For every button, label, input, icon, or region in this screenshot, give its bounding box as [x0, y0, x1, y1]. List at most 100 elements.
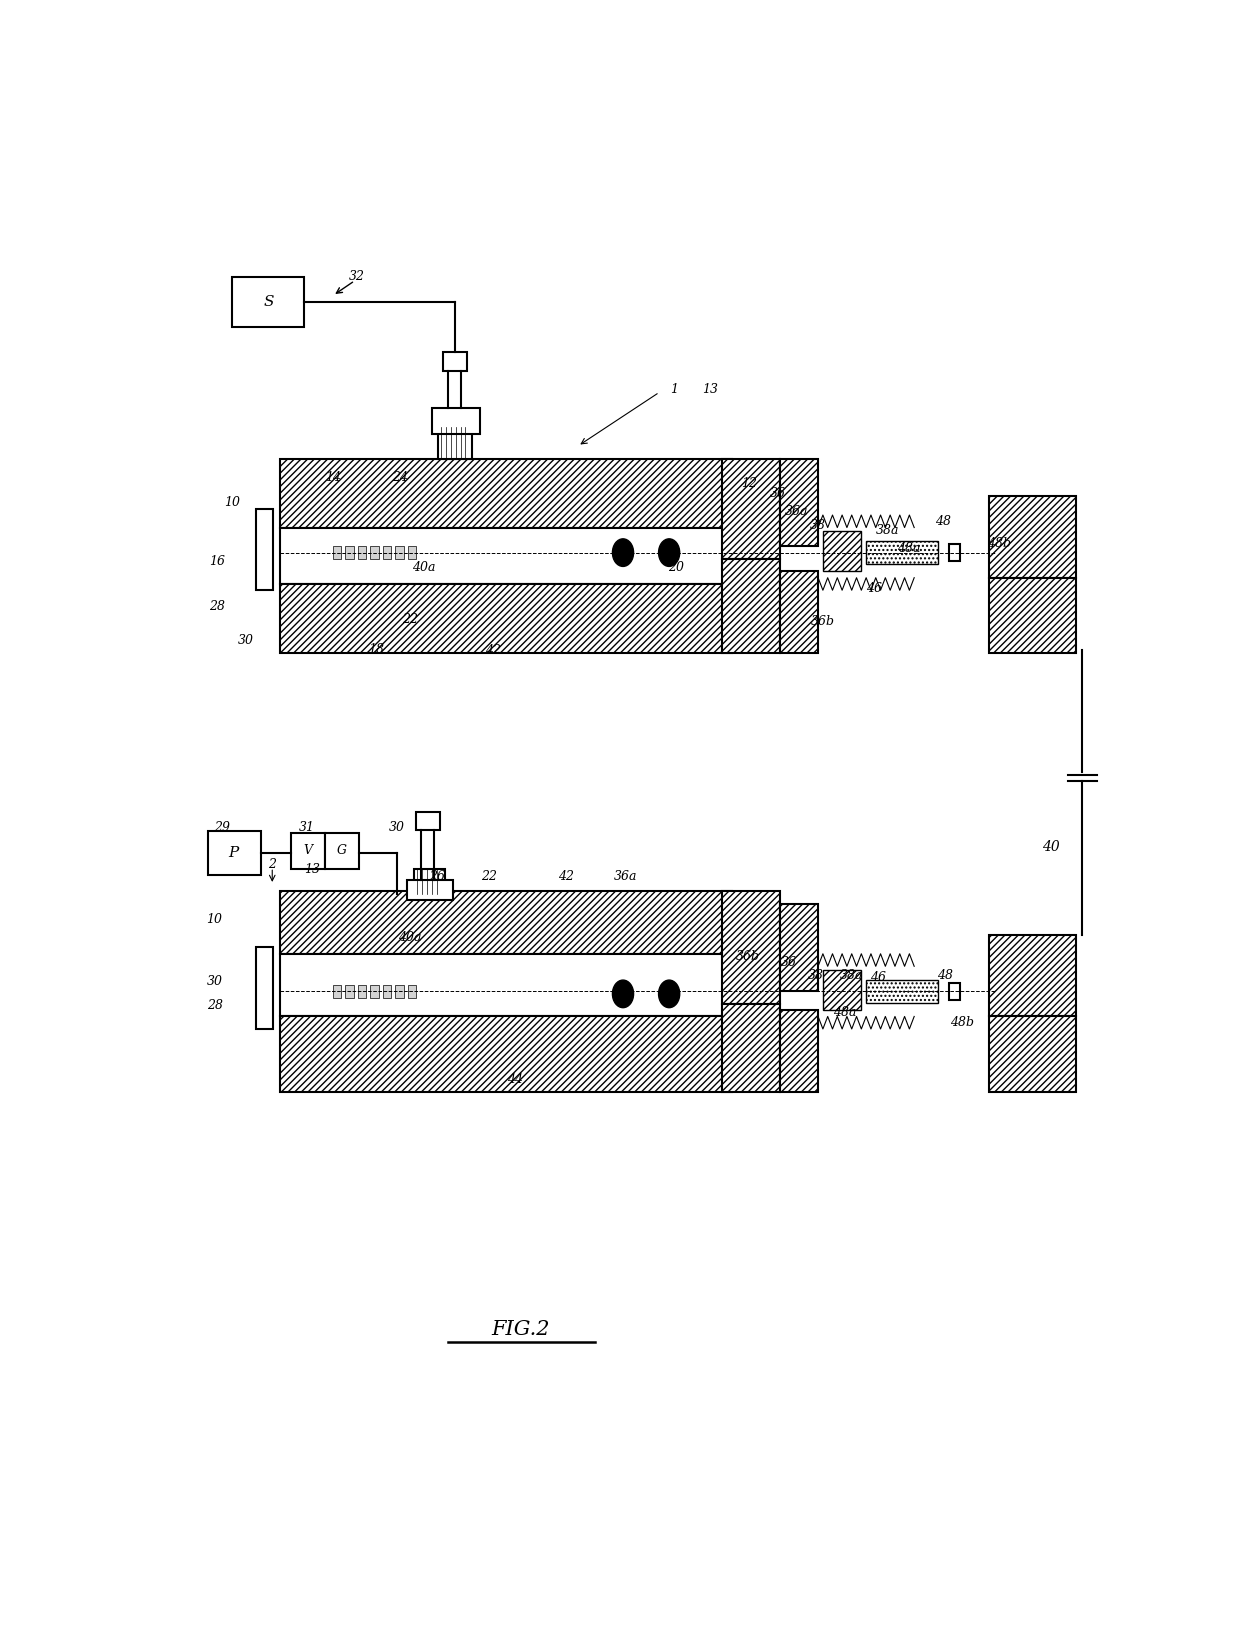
Bar	[371, 985, 379, 998]
Text: 10: 10	[207, 913, 223, 926]
Bar	[383, 985, 392, 998]
Bar	[990, 497, 1075, 578]
Text: 48b: 48b	[987, 537, 1011, 550]
Text: 38a: 38a	[839, 969, 863, 982]
Text: 38: 38	[810, 519, 826, 532]
Text: S: S	[263, 295, 274, 309]
Text: 46: 46	[866, 583, 882, 596]
Text: 40a: 40a	[413, 562, 435, 575]
Circle shape	[658, 980, 680, 1008]
Text: 36: 36	[770, 487, 786, 500]
Bar	[208, 830, 260, 874]
Text: 13: 13	[702, 383, 718, 396]
Text: 44: 44	[507, 1073, 523, 1086]
Text: 38: 38	[808, 969, 825, 982]
Bar	[722, 558, 780, 653]
Text: 30: 30	[207, 975, 223, 988]
Bar	[358, 985, 367, 998]
Bar	[332, 547, 341, 558]
Text: 30: 30	[238, 633, 254, 646]
Bar	[396, 985, 404, 998]
Text: 42: 42	[558, 869, 574, 882]
Text: 26: 26	[429, 869, 445, 882]
Bar	[280, 527, 732, 584]
Text: 20: 20	[668, 562, 684, 575]
Text: 46: 46	[869, 970, 885, 983]
Bar	[345, 547, 353, 558]
Bar	[332, 985, 341, 998]
Circle shape	[613, 980, 634, 1008]
Bar	[280, 584, 732, 653]
Bar	[371, 547, 379, 558]
Text: 42: 42	[485, 645, 501, 658]
Bar	[432, 409, 480, 433]
Text: 48a: 48a	[833, 1006, 857, 1019]
Text: 28: 28	[210, 601, 226, 614]
Text: 12: 12	[740, 477, 756, 490]
Circle shape	[613, 539, 634, 567]
Text: V: V	[304, 845, 312, 858]
Bar	[383, 547, 392, 558]
Text: 32: 32	[348, 270, 365, 283]
Circle shape	[658, 539, 680, 567]
Bar	[780, 904, 818, 991]
Bar	[255, 508, 273, 591]
Bar	[408, 547, 417, 558]
Text: 18: 18	[368, 643, 384, 656]
Bar	[280, 459, 732, 527]
Bar	[866, 980, 939, 1003]
Text: 1: 1	[670, 383, 678, 396]
Text: 38a: 38a	[875, 524, 899, 537]
Bar	[408, 985, 417, 998]
Bar	[325, 834, 358, 868]
Bar	[949, 983, 960, 1000]
Text: 36b: 36b	[735, 949, 760, 962]
Text: 10: 10	[224, 497, 239, 510]
Bar	[722, 891, 780, 1004]
Bar	[414, 868, 445, 894]
Text: 36: 36	[781, 956, 797, 969]
Bar	[990, 578, 1075, 653]
Bar	[823, 970, 862, 1009]
Text: FIG.2: FIG.2	[491, 1320, 549, 1340]
Bar	[780, 459, 818, 547]
Bar	[280, 891, 732, 954]
Text: P: P	[228, 847, 239, 861]
Text: G: G	[336, 845, 346, 858]
Text: 40: 40	[1042, 840, 1059, 855]
Bar	[358, 547, 367, 558]
Bar	[949, 544, 960, 562]
Text: 36b: 36b	[811, 615, 835, 628]
Text: 13: 13	[304, 863, 320, 876]
Bar	[255, 947, 273, 1029]
Bar	[439, 427, 472, 459]
Text: 48a: 48a	[897, 542, 920, 555]
Text: 14: 14	[325, 470, 341, 484]
Text: 40a: 40a	[398, 931, 422, 944]
Text: 30: 30	[389, 821, 405, 834]
Text: 2: 2	[268, 858, 277, 871]
Text: 48b: 48b	[950, 1016, 975, 1029]
Bar	[722, 459, 780, 558]
Text: 22: 22	[481, 869, 497, 882]
Bar	[291, 834, 325, 868]
Text: 28: 28	[207, 998, 223, 1011]
Bar	[866, 542, 939, 563]
Text: 48: 48	[935, 514, 951, 527]
Bar	[396, 547, 404, 558]
Bar	[780, 571, 818, 653]
Bar	[345, 985, 353, 998]
Text: 16: 16	[210, 555, 226, 568]
Bar	[280, 954, 732, 1016]
Bar	[990, 1016, 1075, 1092]
Text: 29: 29	[215, 821, 231, 834]
Text: 31: 31	[299, 821, 315, 834]
Bar	[722, 1004, 780, 1092]
Text: 48: 48	[937, 969, 954, 982]
Text: 24: 24	[392, 470, 408, 484]
Bar	[407, 879, 453, 900]
Bar	[232, 277, 304, 327]
Text: 36a: 36a	[614, 869, 637, 882]
Text: 36a: 36a	[785, 505, 808, 518]
Bar	[780, 1009, 818, 1092]
